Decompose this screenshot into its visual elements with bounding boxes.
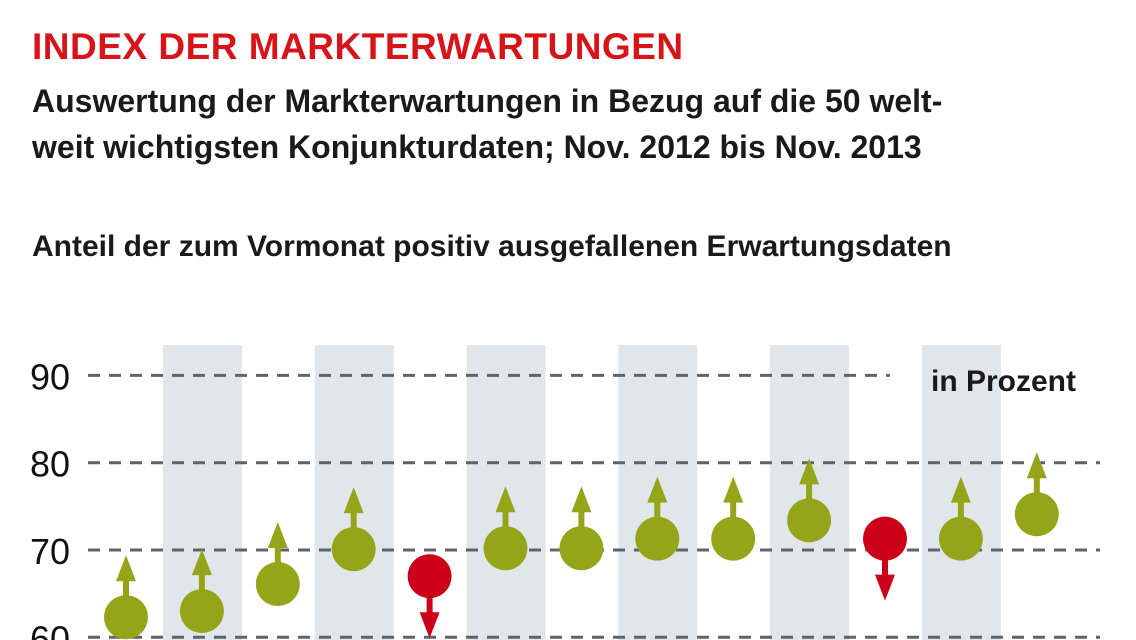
up-arrow-icon: [799, 458, 820, 485]
data-point: [559, 526, 604, 571]
chart-subtitle: Auswertung der Markterwartungen in Bezug…: [32, 78, 1122, 170]
up-arrow-icon: [723, 476, 744, 503]
up-arrow-icon: [343, 487, 364, 514]
data-point: [787, 498, 832, 543]
up-arrow-icon: [1026, 452, 1047, 479]
up-arrow-icon: [647, 476, 668, 503]
y-tick-label: 60: [30, 618, 70, 640]
data-point: [1014, 492, 1059, 537]
y-tick-label: 80: [30, 444, 70, 485]
chart-title: INDEX DER MARKTERWARTUNGEN: [32, 26, 684, 67]
y-tick-label: 90: [30, 356, 70, 397]
up-arrow-icon: [116, 555, 136, 582]
data-point: [711, 516, 756, 561]
unit-label: in Prozent: [931, 365, 1076, 398]
up-arrow-icon: [495, 486, 516, 513]
data-point: [179, 589, 224, 634]
up-arrow-icon: [571, 486, 592, 513]
y-tick-label: 70: [30, 531, 70, 572]
data-point: [938, 516, 983, 561]
data-point: [407, 554, 452, 599]
up-arrow-icon: [267, 522, 288, 549]
y-axis-label: Anteil der zum Vormonat positiv ausgefal…: [32, 230, 952, 263]
down-arrow-icon: [875, 574, 895, 601]
down-arrow-icon: [419, 612, 440, 639]
data-point: [483, 526, 528, 571]
subtitle-line-2: weit wichtigsten Konjunkturdaten; Nov. 2…: [32, 129, 922, 165]
subtitle-line-1: Auswertung der Markterwartungen in Bezug…: [32, 83, 943, 119]
data-point: [331, 527, 376, 572]
data-point: [104, 595, 148, 640]
up-arrow-icon: [191, 549, 212, 576]
up-arrow-icon: [950, 476, 971, 503]
data-point: [255, 562, 300, 607]
data-point: [863, 516, 907, 561]
data-point: [635, 516, 680, 561]
